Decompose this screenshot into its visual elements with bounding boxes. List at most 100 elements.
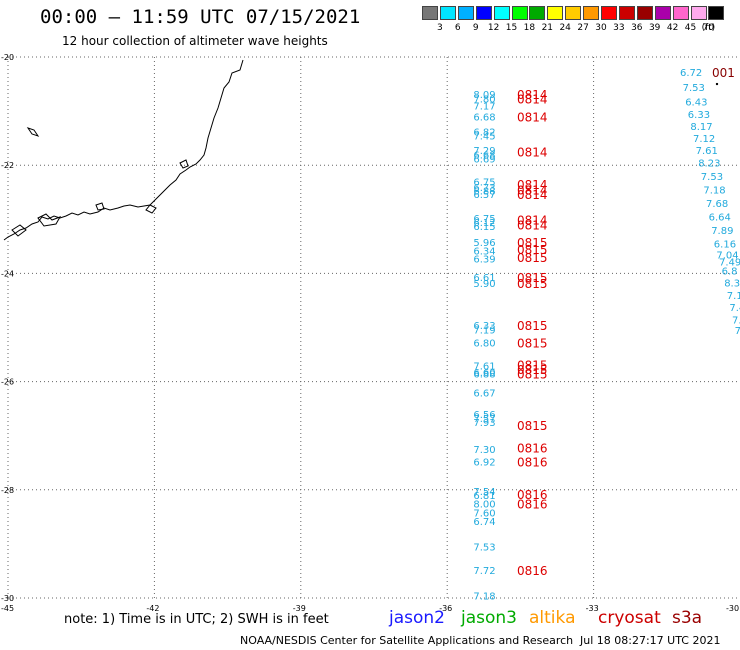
scale-label: 6: [454, 23, 461, 33]
coast-detail-d: [26, 127, 40, 137]
lon-label: -39: [293, 604, 306, 613]
scale-label: 3: [437, 23, 443, 33]
swh-value: 6.64: [709, 213, 731, 224]
scale-swatch: [708, 6, 725, 20]
swh-value: 7.18: [473, 591, 495, 602]
time-label: 0815: [517, 337, 548, 351]
time-label: 0815: [517, 363, 548, 377]
map-subtitle: 12 hour collection of altimeter wave hei…: [62, 34, 328, 48]
credit-text: NOAA/NESDIS Center for Satellite Applica…: [240, 634, 574, 647]
time-label: 0814: [517, 213, 548, 227]
scale-swatch: [547, 6, 564, 20]
scale-swatch: [618, 6, 635, 20]
swh-value: 6.72: [680, 68, 702, 79]
time-label: 0816: [517, 442, 548, 456]
swh-value: 6.82: [473, 128, 495, 139]
lat-label: -30: [1, 594, 14, 603]
scale-swatch: [583, 6, 600, 20]
swh-value: 7.53: [683, 83, 705, 94]
scale-swatch: [565, 6, 582, 20]
swh-value: 6.61: [473, 273, 495, 284]
swh-value: 6.80: [473, 339, 495, 350]
scale-unit: (ft): [701, 23, 716, 33]
coast-detail-b: [95, 202, 105, 211]
time-label: 0814: [517, 93, 548, 107]
swh-value: 7.19: [473, 326, 495, 337]
scale-swatch: [601, 6, 617, 20]
swh-value: 7.53: [701, 172, 723, 183]
swh-value: 6.88: [473, 187, 495, 198]
swh-value: 8.00: [473, 499, 495, 510]
swh-value: 7.04: [716, 250, 738, 261]
swh-value: 7.93: [473, 418, 495, 429]
scale-label: 36: [631, 23, 643, 33]
swh-value: 6.34: [473, 247, 495, 258]
swh-value: 6.74: [473, 517, 495, 528]
swh-value: 6.15: [473, 222, 495, 233]
scale-swatch: [493, 6, 510, 20]
swh-value: 8.09: [473, 90, 495, 101]
scale-swatch: [422, 6, 438, 20]
time-label: 0815: [517, 367, 548, 381]
swh-value: 6.67: [473, 388, 495, 399]
swh-value: 6.69: [473, 155, 495, 166]
swh-value: 8.3: [724, 279, 740, 290]
swh-value: 6.43: [685, 97, 707, 108]
swh-value: 7.45: [473, 131, 495, 142]
lon-label: -42: [146, 604, 159, 613]
scale-label: 45: [684, 23, 697, 33]
swh-value: 6.68: [473, 150, 495, 161]
time-label: 0815: [517, 319, 548, 333]
swh-value: 7.57: [473, 414, 495, 425]
time-label: 0815: [517, 358, 548, 372]
scale-swatch: [636, 6, 653, 20]
time-label: 0816: [517, 497, 548, 511]
swh-value: 7.54: [473, 487, 495, 498]
scale-label: 30: [595, 23, 607, 33]
time-label: 0814: [517, 88, 548, 102]
satellite-altika: altika: [529, 608, 576, 628]
swh-value: 6.57: [473, 190, 495, 201]
scale-label: 24: [559, 23, 571, 33]
scale-swatch: [654, 6, 671, 20]
swh-value: 6.56: [473, 410, 495, 421]
swh-value: 6.8: [722, 267, 738, 278]
time-label: 0815: [517, 243, 548, 257]
time-label: 0814: [517, 219, 548, 233]
map-grid: [7, 56, 740, 599]
swh-value: 7.17: [473, 102, 495, 113]
scale-label: 39: [648, 23, 661, 33]
time-label: 0816: [517, 456, 548, 470]
time-label: 0814: [517, 178, 548, 192]
track-point: [715, 82, 719, 86]
time-label: 0816: [517, 564, 548, 578]
swh-value: 6.81: [473, 491, 495, 502]
swh-value: 6.12: [473, 218, 495, 229]
swh-value: 8.23: [698, 158, 720, 169]
scale-label: 9: [472, 23, 479, 33]
swh-value: 5.96: [473, 238, 495, 249]
swh-value: 7.61: [473, 361, 495, 372]
swh-value: 7.0: [732, 315, 740, 326]
time-label: 0815: [517, 419, 548, 433]
satellite-jason2: jason2: [389, 608, 445, 628]
time-label: 0814: [517, 111, 548, 125]
time-label: 0815: [517, 236, 548, 250]
lat-label: -20: [1, 53, 14, 62]
lat-label: -22: [1, 161, 14, 170]
swh-value: 6.16: [714, 240, 736, 251]
swh-value: 7.61: [696, 146, 718, 157]
swh-value: 7.68: [706, 199, 728, 210]
swh-value: 6.73: [473, 183, 495, 194]
scale-swatch: [439, 6, 456, 20]
coast-detail-e: [37, 213, 62, 227]
scale-label: 70: [702, 23, 715, 33]
lon-label: -30: [726, 604, 739, 613]
swh-value: 7.18: [703, 186, 725, 197]
scale-swatch: [690, 6, 707, 20]
swh-value: 7.49: [719, 257, 740, 268]
swh-value: 7.: [735, 326, 740, 337]
brazil-coastline: [3, 59, 244, 241]
swh-value: 6.39: [473, 254, 495, 265]
